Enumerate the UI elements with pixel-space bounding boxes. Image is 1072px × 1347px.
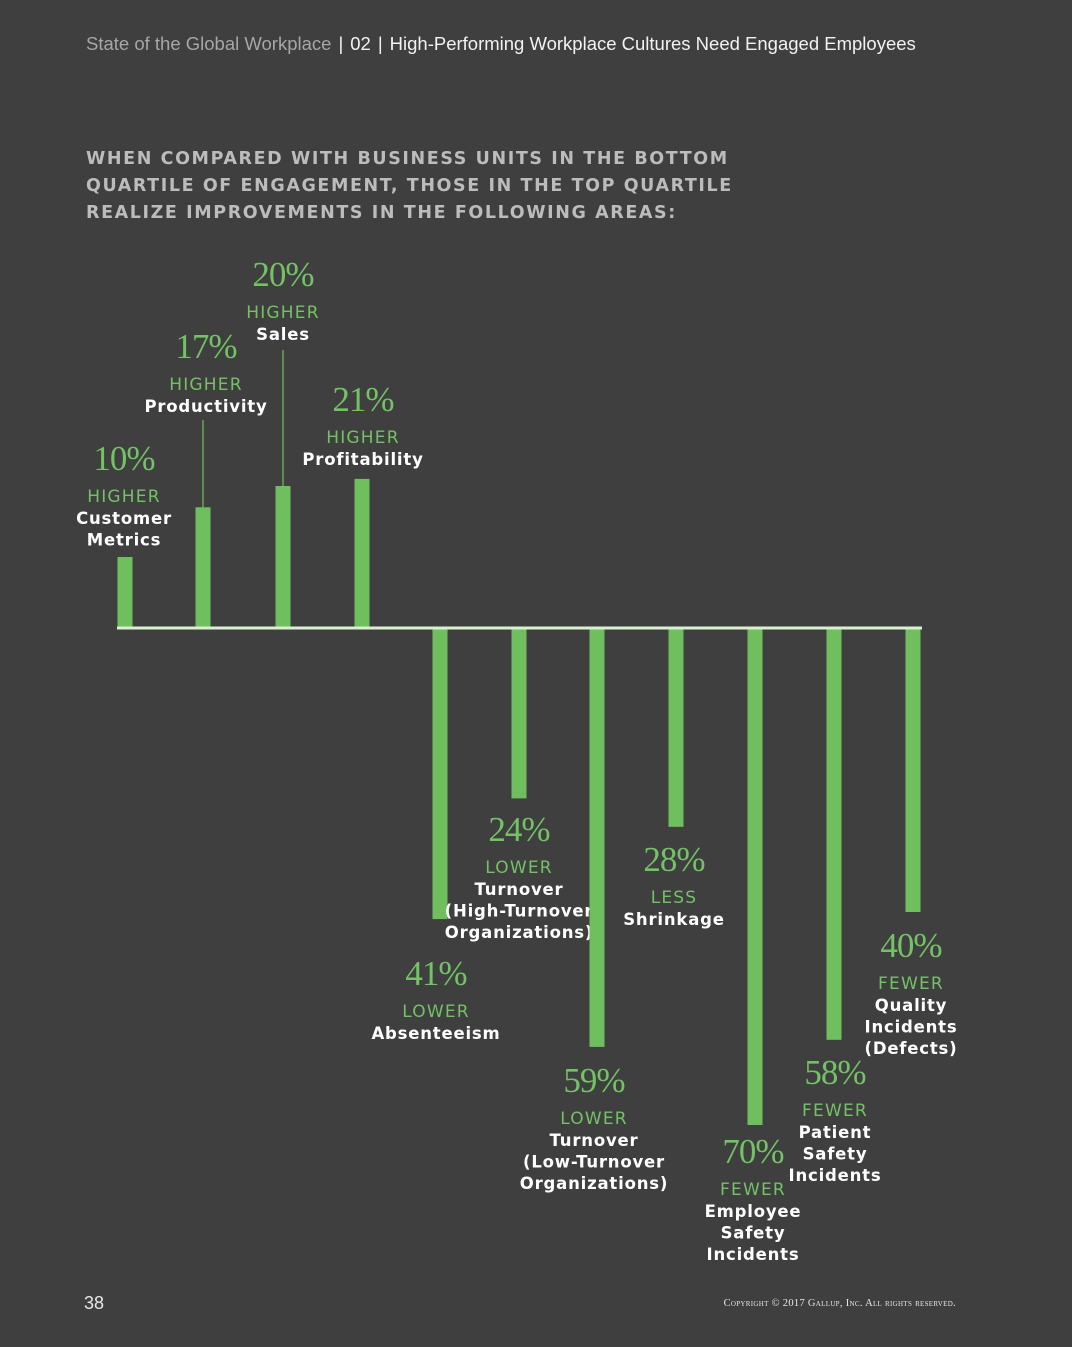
publication-title: State of the Global Workplace <box>86 33 332 54</box>
copyright-notice: Copyright © 2017 Gallup, Inc. All rights… <box>723 1298 956 1309</box>
category-label: Sales <box>256 325 310 344</box>
section-title: High-Performing Workplace Cultures Need … <box>389 33 916 54</box>
chart-intro-text: WHEN COMPARED WITH BUSINESS UNITS IN THE… <box>86 146 786 227</box>
category-label: Profitability <box>302 450 423 469</box>
category-label: Safety <box>721 1224 786 1243</box>
data-value-label: 21% <box>332 380 393 419</box>
direction-label: FEWER <box>802 1101 868 1121</box>
bar <box>117 557 133 628</box>
bar <box>275 486 291 628</box>
direction-label: LOWER <box>560 1109 628 1129</box>
bar <box>432 628 448 920</box>
bar <box>354 478 370 628</box>
bar <box>826 628 842 1040</box>
category-label: Incidents <box>789 1166 882 1185</box>
direction-label: LOWER <box>402 1002 470 1022</box>
data-value-label: 70% <box>722 1132 783 1171</box>
category-label: Patient <box>799 1123 872 1142</box>
direction-label: LOWER <box>485 858 553 878</box>
intro-line: QUARTILE OF ENGAGEMENT, THOSE IN THE TOP… <box>86 176 733 196</box>
direction-label: HIGHER <box>326 428 400 448</box>
data-value-label: 58% <box>804 1053 865 1092</box>
bar <box>589 628 605 1047</box>
category-label: (High-Turnover <box>445 902 594 921</box>
category-label: Safety <box>803 1145 868 1164</box>
header-separator: | <box>377 33 383 54</box>
bar <box>195 507 211 628</box>
direction-label: HIGHER <box>87 487 161 507</box>
page-number: 38 <box>84 1293 105 1313</box>
data-value-label: 24% <box>488 810 549 849</box>
category-label: Turnover <box>550 1131 639 1150</box>
category-label: Quality <box>875 996 947 1015</box>
category-label: (Defects) <box>864 1039 957 1058</box>
bar <box>905 628 921 912</box>
direction-label: LESS <box>651 888 698 908</box>
category-label: Employee <box>705 1202 802 1221</box>
category-label: (Low-Turnover <box>523 1153 665 1172</box>
direction-label: FEWER <box>720 1180 786 1200</box>
data-value-label: 59% <box>563 1061 624 1100</box>
direction-label: HIGHER <box>169 375 243 395</box>
direction-label: HIGHER <box>246 303 320 323</box>
bar <box>511 628 527 799</box>
data-value-label: 17% <box>175 327 236 366</box>
intro-line: REALIZE IMPROVEMENTS IN THE FOLLOWING AR… <box>86 203 677 223</box>
category-label: Organizations) <box>520 1174 668 1193</box>
data-value-label: 28% <box>643 840 704 879</box>
category-label: Organizations) <box>445 923 593 942</box>
category-label: Turnover <box>475 880 564 899</box>
section-number: 02 <box>350 33 371 54</box>
direction-label: FEWER <box>878 974 944 994</box>
intro-line: WHEN COMPARED WITH BUSINESS UNITS IN THE… <box>86 149 729 169</box>
category-label: Metrics <box>87 531 162 550</box>
data-value-label: 10% <box>93 439 154 478</box>
category-label: Shrinkage <box>623 910 724 929</box>
category-label: Absenteeism <box>371 1024 500 1043</box>
data-value-label: 41% <box>405 954 466 993</box>
page-header: State of the Global Workplace | 02 | High-Pe… <box>86 33 916 55</box>
header-separator: | <box>338 33 344 54</box>
category-label: Incidents <box>865 1018 958 1037</box>
category-label: Incidents <box>707 1245 800 1264</box>
bar <box>668 628 684 827</box>
data-value-label: 40% <box>880 926 941 965</box>
category-label: Productivity <box>144 397 267 416</box>
bar <box>747 628 763 1125</box>
category-label: Customer <box>76 509 172 528</box>
data-value-label: 20% <box>252 255 313 294</box>
